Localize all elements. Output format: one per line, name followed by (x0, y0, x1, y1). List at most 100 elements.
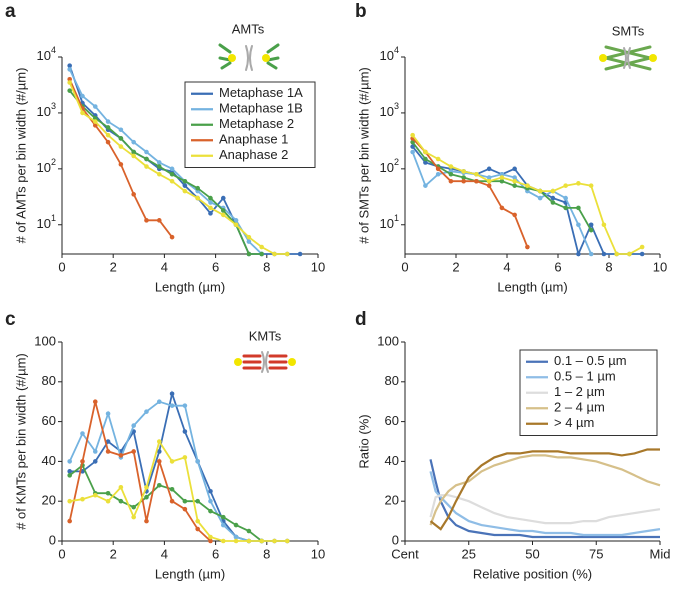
y-tick-label: 100 (377, 333, 399, 348)
data-point (67, 498, 72, 504)
data-point (92, 399, 98, 405)
x-tick-label: 10 (311, 546, 325, 561)
legend-label: 2 – 4 µm (554, 400, 605, 415)
data-point (195, 498, 200, 504)
data-point (156, 399, 162, 405)
x-tick-label: 2 (110, 546, 117, 561)
x-tick-label: 8 (263, 546, 270, 561)
data-point (144, 518, 149, 524)
data-point (588, 227, 594, 233)
amt-icon (218, 43, 280, 71)
data-point (220, 208, 226, 213)
legend-label: Metaphase 1A (219, 85, 303, 100)
series-line (429, 471, 661, 537)
data-point (461, 178, 466, 184)
x-tick-label: 0 (58, 546, 65, 561)
data-point (233, 222, 239, 228)
data-point (156, 449, 162, 454)
data-point (131, 504, 136, 510)
data-point (67, 459, 72, 464)
data-point (131, 192, 136, 197)
data-point (474, 178, 479, 184)
data-point (499, 175, 505, 180)
x-tick-label: 4 (161, 546, 168, 561)
x-tick-label: 6 (212, 546, 219, 561)
kmt-icon (234, 351, 296, 373)
data-point (67, 88, 72, 93)
data-point (105, 439, 111, 444)
data-point (169, 166, 175, 172)
panel-label: c (5, 309, 16, 330)
data-point (233, 534, 239, 540)
data-point (423, 149, 428, 155)
data-point (272, 251, 277, 257)
data-point (156, 482, 162, 488)
data-point (208, 498, 213, 504)
data-point (499, 178, 505, 184)
data-point (246, 234, 252, 240)
data-point (80, 93, 85, 99)
data-point (576, 251, 581, 257)
data-point (118, 136, 124, 141)
data-point (246, 251, 252, 257)
data-point (105, 449, 111, 454)
data-point (512, 183, 517, 188)
y-axis-label: # of KMTs per bin width (#/µm) (13, 353, 28, 530)
data-point (92, 116, 98, 121)
data-point (410, 149, 415, 155)
data-point (156, 459, 162, 464)
data-point (156, 160, 162, 165)
x-tick-label: 0 (401, 259, 408, 274)
data-point (118, 498, 124, 504)
data-point (233, 538, 239, 544)
data-point (588, 222, 594, 228)
data-point (448, 164, 454, 169)
data-point (144, 156, 149, 162)
x-tick-label: 6 (212, 259, 219, 274)
y-tick-label: 40 (42, 453, 56, 468)
data-point (601, 222, 607, 228)
data-point (563, 195, 568, 201)
data-point (80, 496, 85, 502)
data-point (169, 459, 175, 464)
data-point (105, 498, 111, 504)
y-axis-label: Ratio (%) (356, 414, 371, 468)
data-point (627, 251, 632, 257)
data-point (525, 183, 530, 188)
y-tick-label: 101 (37, 213, 56, 231)
panel-annotation: KMTs (249, 328, 282, 343)
data-point (208, 195, 213, 201)
data-point (588, 183, 594, 188)
data-point (92, 449, 98, 454)
data-point (131, 514, 136, 520)
data-point (601, 251, 607, 257)
data-point (195, 518, 200, 524)
data-point (537, 188, 543, 194)
x-tick-label: 75 (589, 546, 603, 561)
data-point (195, 185, 200, 191)
data-point (105, 411, 111, 416)
data-point (169, 498, 175, 504)
series-line (429, 454, 661, 526)
data-point (118, 453, 124, 458)
data-point (67, 469, 72, 474)
legend-label: 0.5 – 1 µm (554, 369, 616, 384)
data-point (297, 251, 303, 257)
data-point (131, 449, 136, 454)
data-point (156, 164, 162, 169)
data-point (67, 518, 72, 524)
x-tick-label: Mid (650, 546, 671, 561)
data-point (118, 484, 124, 490)
legend-label: Anaphase 2 (219, 147, 288, 162)
data-point (92, 123, 98, 128)
data-point (195, 459, 200, 464)
data-point (118, 162, 124, 167)
data-point (144, 149, 149, 155)
data-point (144, 218, 149, 223)
series-line (69, 439, 288, 542)
data-point (169, 234, 175, 240)
series-line (68, 78, 173, 238)
x-tick-label: 0 (58, 259, 65, 274)
